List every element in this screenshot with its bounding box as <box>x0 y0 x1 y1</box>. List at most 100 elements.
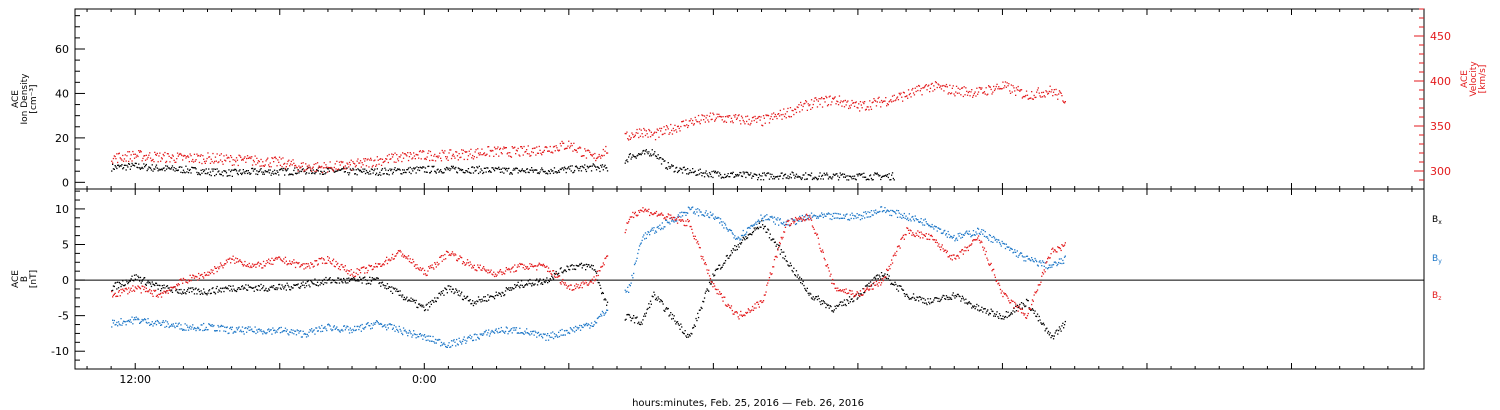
data-point <box>466 171 469 173</box>
data-point <box>967 233 969 235</box>
data-point <box>879 174 881 177</box>
data-point <box>870 177 873 180</box>
data-point <box>773 238 775 240</box>
data-point <box>784 173 787 175</box>
data-point <box>322 327 325 329</box>
data-point <box>801 214 803 217</box>
data-point <box>545 146 547 148</box>
data-point <box>858 214 860 216</box>
data-point <box>560 267 562 269</box>
data-point <box>703 176 706 178</box>
data-point <box>361 162 363 164</box>
data-point <box>864 211 867 213</box>
data-point <box>155 164 158 166</box>
data-point <box>432 335 434 338</box>
data-point <box>122 168 124 170</box>
data-point <box>606 170 609 172</box>
data-point <box>300 285 302 288</box>
data-point <box>946 296 948 298</box>
data-point <box>815 176 817 179</box>
data-point <box>141 160 143 162</box>
data-point <box>148 154 150 156</box>
data-point <box>287 168 289 170</box>
data-point <box>561 271 563 273</box>
data-point <box>578 170 580 172</box>
data-point <box>941 296 943 298</box>
data-point <box>392 327 394 329</box>
data-point <box>332 260 334 262</box>
data-point <box>713 275 715 277</box>
data-point <box>433 165 435 167</box>
data-point <box>686 173 688 175</box>
data-point <box>561 328 563 331</box>
data-point <box>799 111 801 113</box>
data-point <box>929 226 932 228</box>
data-point <box>219 173 222 176</box>
data-point <box>756 228 758 230</box>
data-point <box>558 149 561 151</box>
data-point <box>441 149 443 152</box>
data-point <box>712 112 714 114</box>
data-point <box>318 257 320 260</box>
data-point <box>171 165 174 167</box>
data-point <box>209 162 212 164</box>
data-point <box>891 172 894 174</box>
data-point <box>525 150 527 153</box>
data-point <box>512 147 514 149</box>
left-tick-label: 60 <box>55 43 69 56</box>
data-point <box>862 288 864 290</box>
data-point <box>783 251 785 253</box>
data-point <box>323 162 325 164</box>
data-point <box>268 289 271 291</box>
data-point <box>490 150 492 152</box>
data-point <box>714 216 717 218</box>
data-point <box>958 235 960 237</box>
data-point <box>334 266 336 268</box>
data-point <box>629 285 631 287</box>
data-point <box>739 171 741 174</box>
data-point <box>472 172 475 174</box>
data-point <box>574 268 576 270</box>
left-tick-label: 10 <box>55 203 69 216</box>
data-point <box>278 256 281 258</box>
data-point <box>709 112 712 114</box>
data-point <box>664 160 666 162</box>
data-point <box>392 154 394 156</box>
data-point <box>397 168 399 170</box>
data-point <box>241 159 243 161</box>
data-point <box>425 274 427 277</box>
data-point <box>147 291 149 293</box>
data-point <box>286 329 288 331</box>
data-point <box>477 296 480 298</box>
data-point <box>387 327 389 329</box>
data-point <box>761 218 763 220</box>
data-point <box>913 297 916 299</box>
data-point <box>413 152 415 154</box>
data-point <box>321 280 324 282</box>
data-point <box>876 274 878 276</box>
data-point <box>551 336 553 338</box>
data-point <box>664 226 666 228</box>
data-point <box>768 219 771 221</box>
data-point <box>956 92 959 94</box>
data-point <box>966 302 968 304</box>
data-point <box>863 172 865 174</box>
data-point <box>902 289 905 291</box>
data-point <box>414 158 416 160</box>
data-point <box>195 168 197 170</box>
data-point <box>998 317 1000 319</box>
data-point <box>307 166 309 168</box>
data-point <box>469 172 471 174</box>
data-point <box>948 233 950 236</box>
data-point <box>743 173 745 175</box>
data-point <box>522 286 524 288</box>
data-point <box>208 156 210 158</box>
data-point <box>775 218 777 220</box>
data-point <box>659 301 661 303</box>
data-point <box>243 264 245 266</box>
data-point <box>428 266 430 268</box>
data-point <box>785 221 787 223</box>
data-point <box>949 236 951 239</box>
data-point <box>214 266 216 268</box>
data-point <box>257 328 260 330</box>
